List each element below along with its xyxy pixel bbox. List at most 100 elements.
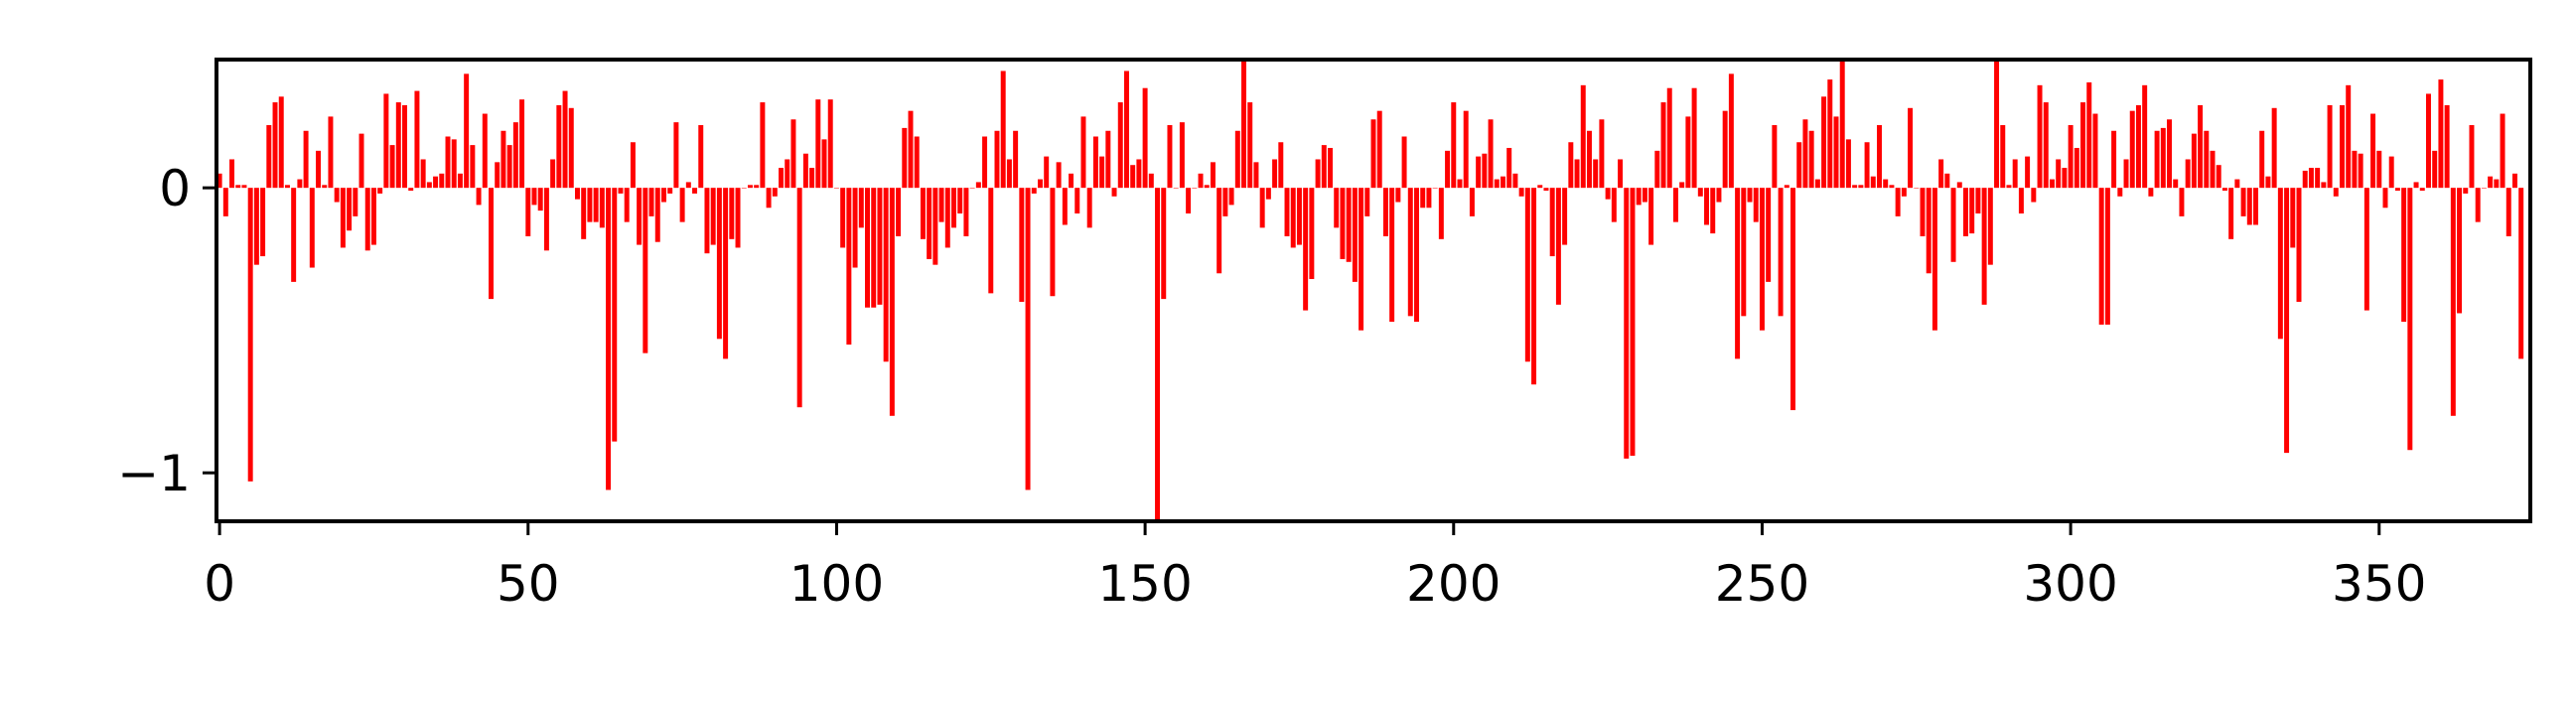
bar xyxy=(2259,130,2265,189)
bar xyxy=(908,110,914,189)
bar xyxy=(1624,188,1630,459)
bar xyxy=(994,130,1000,189)
bar xyxy=(982,136,988,189)
bar xyxy=(1920,188,1926,236)
bar xyxy=(1605,188,1611,200)
bar xyxy=(1019,188,1025,302)
bar xyxy=(1370,119,1376,189)
bar xyxy=(2284,188,2290,454)
bar xyxy=(1666,87,1672,189)
bar xyxy=(1562,188,1568,245)
bar xyxy=(883,188,889,362)
bar xyxy=(1895,188,1901,216)
bar xyxy=(334,188,340,203)
bar xyxy=(322,185,328,189)
bar xyxy=(1179,122,1185,189)
bar xyxy=(370,188,376,245)
bar xyxy=(1593,159,1599,189)
bar xyxy=(2518,188,2524,359)
bar xyxy=(1821,96,1827,189)
bar xyxy=(741,188,747,189)
bar xyxy=(1524,188,1530,362)
bar xyxy=(543,188,549,251)
bar xyxy=(1086,188,1092,228)
bar xyxy=(1987,188,1993,265)
bar xyxy=(1315,159,1321,189)
bar xyxy=(852,188,858,268)
bar xyxy=(1932,188,1937,331)
bar xyxy=(2302,170,2308,189)
bar xyxy=(1697,188,1703,197)
bar xyxy=(2111,130,2117,189)
bar xyxy=(2413,182,2419,189)
bar xyxy=(1518,188,1524,197)
bar xyxy=(1173,188,1179,189)
x-tick-label: 50 xyxy=(497,555,560,613)
bar xyxy=(1728,73,1734,189)
bar xyxy=(1636,188,1642,206)
bar xyxy=(272,102,278,189)
bar xyxy=(840,188,846,248)
bar xyxy=(1908,107,1914,189)
bar xyxy=(395,102,401,189)
bar xyxy=(2346,84,2352,189)
x-tick-label: 200 xyxy=(1406,555,1501,613)
bar xyxy=(2204,130,2210,189)
bar xyxy=(2475,188,2481,222)
bar xyxy=(451,139,457,189)
bar xyxy=(1062,188,1068,225)
bar xyxy=(1950,188,1956,262)
bar xyxy=(2321,182,2327,189)
bar xyxy=(1914,188,1920,189)
bar xyxy=(612,188,618,442)
bar xyxy=(1802,119,1808,189)
bar xyxy=(1092,136,1098,189)
bar xyxy=(1284,188,1290,236)
bar xyxy=(291,188,297,282)
bar xyxy=(1340,188,1346,259)
bar xyxy=(414,90,420,189)
bar xyxy=(2388,156,2394,189)
bar xyxy=(692,188,698,194)
bar xyxy=(1962,188,1968,236)
bar xyxy=(574,188,580,200)
bar xyxy=(969,188,975,189)
bar xyxy=(802,153,808,189)
bar xyxy=(309,188,315,268)
bar xyxy=(637,188,643,245)
bar xyxy=(877,188,883,305)
bar xyxy=(1488,119,1494,189)
bar xyxy=(1161,188,1167,300)
bar xyxy=(482,113,488,189)
bar xyxy=(865,188,870,308)
bar xyxy=(2185,159,2191,189)
bar xyxy=(2123,159,2129,189)
bar xyxy=(2000,125,2006,189)
bar xyxy=(932,188,938,265)
bar xyxy=(2129,110,2135,189)
bar xyxy=(1956,182,1962,189)
bar xyxy=(685,182,691,189)
bar xyxy=(1864,142,1870,189)
bar xyxy=(2376,150,2382,189)
bar xyxy=(2154,130,2160,189)
bar xyxy=(216,173,222,189)
bar xyxy=(2104,188,2110,325)
bar xyxy=(660,188,666,203)
bar xyxy=(445,136,451,189)
bar xyxy=(2031,188,2037,203)
bar xyxy=(1234,130,1240,189)
bar xyxy=(1691,87,1697,189)
bar xyxy=(889,188,895,416)
bar xyxy=(1130,165,1136,189)
bar xyxy=(347,188,353,231)
bar xyxy=(1359,188,1364,331)
bar xyxy=(858,188,864,228)
bar xyxy=(241,185,247,189)
bar xyxy=(704,188,710,254)
bar xyxy=(2062,168,2068,189)
bar xyxy=(2074,147,2079,189)
bar xyxy=(716,188,722,340)
bar xyxy=(1845,139,1851,189)
bar xyxy=(2056,159,2062,189)
